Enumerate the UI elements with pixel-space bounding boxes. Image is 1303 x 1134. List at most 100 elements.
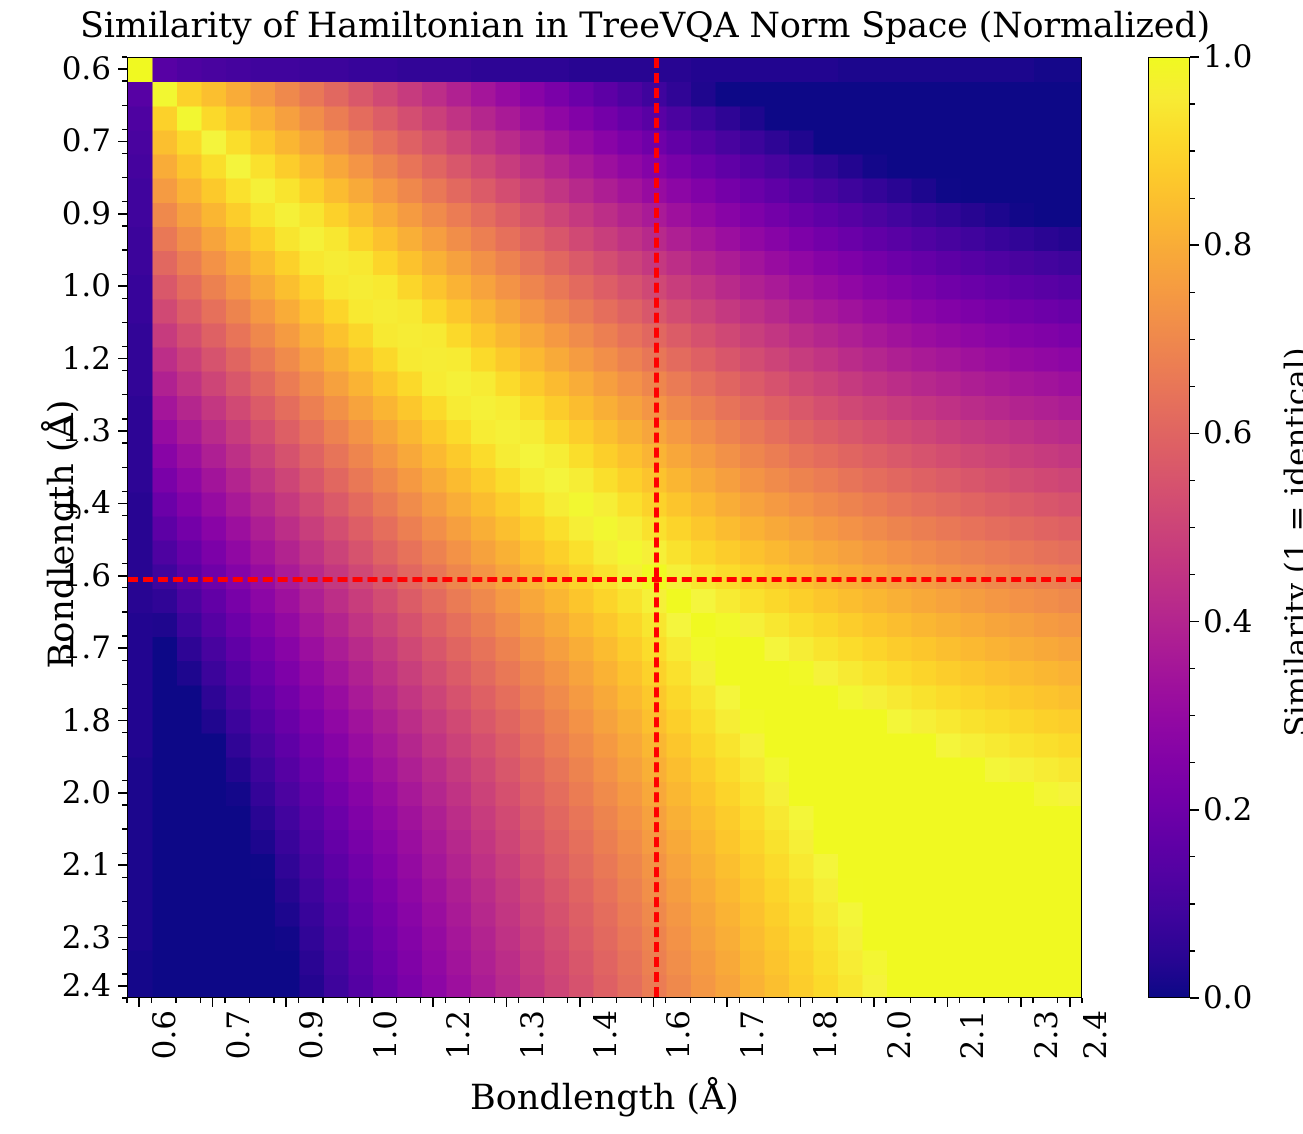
x-axis-minor-tick [322,998,324,1003]
x-axis-major-tick [505,998,508,1007]
y-axis-minor-tick [122,273,127,275]
x-axis-minor-tick [371,998,373,1003]
y-axis-minor-tick [122,176,127,179]
x-axis-tick-label: 1.8 [808,1010,845,1060]
y-axis-minor-tick [122,104,127,106]
x-axis-minor-tick [150,998,153,1003]
colorbar-title: Similarity (1 = identical) [1279,347,1303,737]
colorbar-tick-label: 0.4 [1203,603,1253,640]
y-axis-major-tick [118,574,127,577]
y-axis-major-tick [118,502,127,505]
y-axis-minor-tick [122,56,127,58]
colorbar[interactable] [1148,57,1190,998]
colorbar-minor-tick [1190,526,1195,529]
heatmap-plot-area[interactable] [127,57,1082,998]
y-axis-minor-tick [122,345,127,348]
y-axis-major-tick [118,430,127,432]
x-axis-minor-tick [787,998,789,1003]
y-axis-minor-tick [122,128,127,131]
y-axis-tick-label: 1.7 [61,630,111,667]
x-axis-tick-label: 1.0 [367,1010,404,1060]
y-axis-tick-label: 1.8 [61,702,111,739]
y-axis-tick-label: 1.6 [61,557,111,594]
y-axis-major-tick [118,985,127,987]
x-axis-tick-label: 2.3 [1028,1010,1065,1060]
colorbar-minor-tick [1190,197,1195,199]
y-axis-minor-tick [122,394,127,396]
colorbar-major-tick [1190,56,1199,58]
y-axis-minor-tick [122,466,127,468]
colorbar-tick-label: 0.0 [1203,980,1253,1016]
x-axis-minor-tick [763,998,765,1003]
y-axis-minor-tick [122,997,127,999]
y-axis-minor-tick [122,538,127,541]
y-axis-minor-tick [122,611,127,613]
x-axis-tick-label: 0.6 [147,1010,184,1060]
x-axis-major-tick [285,998,287,1007]
x-axis-minor-tick [640,998,642,1003]
colorbar-minor-tick [1190,903,1195,905]
x-axis-minor-tick [1056,998,1059,1003]
x-axis-minor-tick [714,998,716,1003]
y-axis-minor-tick [122,297,127,299]
y-axis-minor-tick [122,949,127,951]
colorbar-minor-tick [1190,291,1195,293]
y-axis-major-tick [118,68,127,70]
y-axis-minor-tick [122,804,127,806]
y-axis-minor-tick [122,659,127,661]
y-axis-minor-tick [122,587,127,589]
x-axis-tick-label: 2.1 [955,1010,992,1060]
colorbar-minor-tick [1190,385,1195,387]
y-axis-minor-tick [122,442,127,444]
y-axis-minor-tick [122,418,127,420]
y-axis-minor-tick [122,152,127,155]
y-axis-major-tick [118,213,127,215]
y-axis-minor-tick [122,225,127,227]
x-axis-tick-label: 0.9 [294,1010,331,1060]
x-axis-minor-tick [493,998,495,1003]
x-axis-minor-tick [909,998,912,1003]
x-axis-tick-label: 2.0 [881,1010,918,1060]
y-axis-minor-tick [122,321,127,324]
y-axis-minor-tick [122,80,127,82]
x-axis-minor-tick [420,998,422,1003]
y-axis-minor-tick [122,756,127,758]
x-axis-minor-tick [983,998,985,1003]
colorbar-gradient [1149,58,1189,997]
y-axis-minor-tick [122,563,127,565]
x-axis-major-tick [652,998,655,1007]
y-axis-tick-label: 1.2 [61,340,111,377]
colorbar-minor-tick [1190,103,1195,105]
x-axis-minor-tick [958,998,961,1003]
x-axis-minor-tick [885,998,887,1003]
x-axis-major-tick [1068,998,1071,1007]
y-axis-minor-tick [122,490,127,492]
y-axis-major-tick [118,936,127,939]
y-axis-minor-tick [122,514,127,517]
colorbar-minor-tick [1190,668,1195,670]
colorbar-tick-label: 0.8 [1203,227,1253,264]
y-axis-minor-tick [122,707,127,710]
x-axis-major-tick [211,998,214,1007]
y-axis-tick-label: 2.0 [61,774,111,811]
y-axis-tick-label: 1.3 [61,412,111,449]
x-axis-minor-tick [346,998,349,1003]
y-axis-minor-tick [122,201,127,203]
y-axis-major-tick [118,140,127,143]
x-axis-minor-tick [469,998,471,1003]
colorbar-minor-tick [1190,856,1195,858]
colorbar-minor-tick [1190,338,1195,340]
heatmap-image [128,58,1081,997]
x-axis-minor-tick [224,998,226,1003]
y-axis-minor-tick [122,370,127,372]
x-axis-minor-tick [934,998,936,1003]
y-axis-major-tick [118,647,127,649]
y-axis-minor-tick [122,635,127,637]
colorbar-minor-tick [1190,479,1195,482]
x-axis-minor-tick [836,998,838,1003]
x-axis-major-tick [358,998,361,1007]
colorbar-major-tick [1190,809,1199,811]
y-axis-major-tick [118,357,127,360]
y-axis-tick-label: 2.3 [61,919,111,956]
